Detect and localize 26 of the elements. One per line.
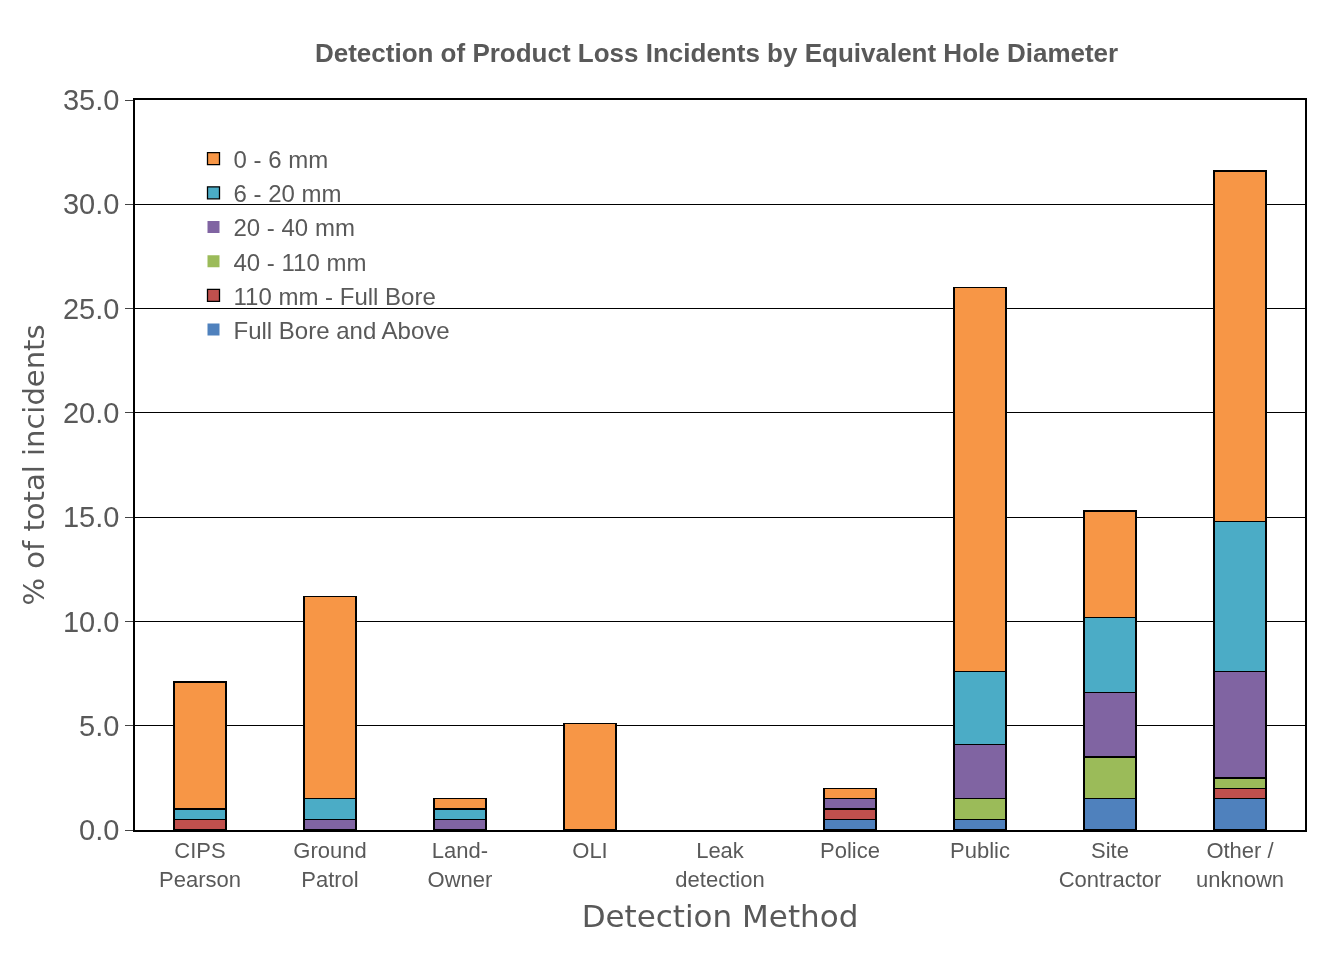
chart-title: Detection of Product Loss Incidents by Equivalent Hole Diameter: [314, 38, 1119, 69]
x-tick-label: Police: [820, 838, 880, 864]
y-tick-label: 5.0: [79, 709, 120, 742]
legend-label: 6 - 20 mm: [233, 180, 342, 208]
x-tick-label: Site Contractor: [1058, 838, 1162, 892]
y-tick-label: 10.0: [63, 605, 120, 638]
y-tick-label: 30.0: [63, 188, 120, 221]
x-tick-label: Other / unknown: [1195, 838, 1285, 892]
x-tick-label: Leak detection: [675, 838, 765, 892]
x-tick-label: Land- Owner: [427, 838, 493, 892]
legend-label: 20 - 40 mm: [233, 214, 355, 242]
x-tick-label: Ground Patrol: [293, 838, 367, 892]
legend-label: Full Bore and Above: [233, 316, 450, 344]
y-tick-label: 0.0: [79, 814, 120, 847]
x-axis-title: Detection Method: [581, 898, 859, 935]
y-tick-label: 15.0: [63, 501, 120, 534]
x-tick-label: CIPS Pearson: [159, 838, 241, 892]
legend-label: 0 - 6 mm: [233, 145, 329, 173]
x-tick-label: OLI: [572, 838, 608, 864]
x-tick-label: Public: [950, 838, 1010, 864]
y-axis-title: % of total incidents: [16, 324, 51, 606]
legend-label: 40 - 110 mm: [233, 248, 367, 276]
y-tick-label: 35.0: [63, 84, 120, 117]
y-tick-label: 20.0: [63, 397, 120, 430]
y-tick-label: 25.0: [63, 292, 120, 325]
legend-label: 110 mm - Full Bore: [233, 282, 436, 310]
